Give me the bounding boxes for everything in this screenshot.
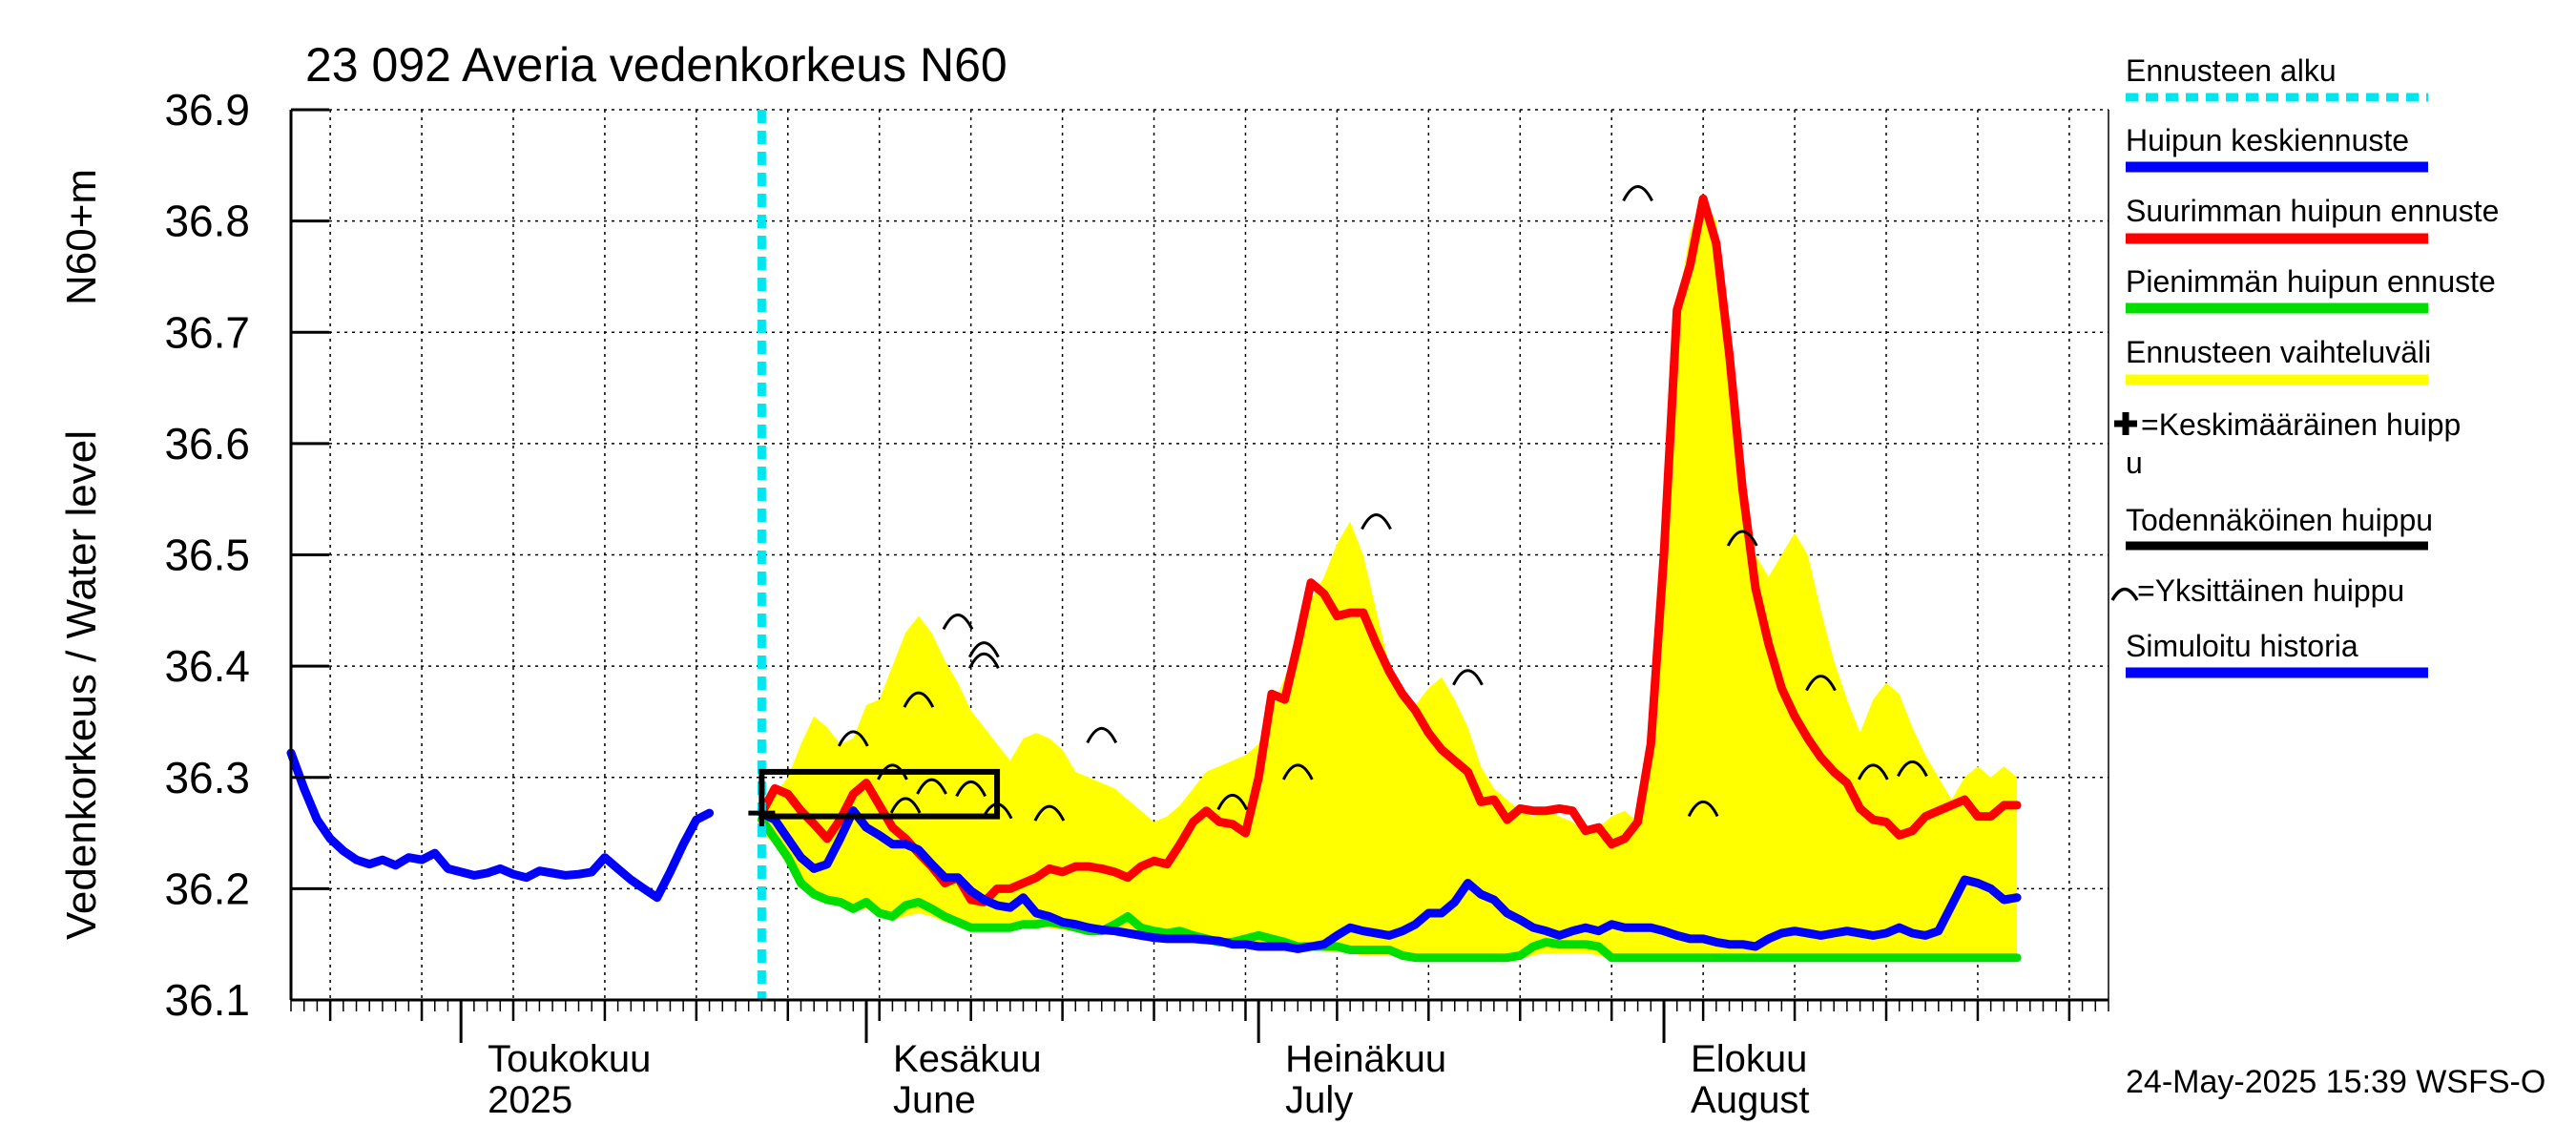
- legend-min-peak-label: Pienimmän huipun ennuste: [2126, 264, 2496, 299]
- single-peak-arc: [1452, 669, 1484, 686]
- min-peak-forecast-line: [757, 815, 2022, 963]
- single-peak-arc: [1216, 793, 1249, 811]
- single-peak-arc: [1857, 763, 1889, 781]
- y-tick-label: 36.3: [164, 753, 250, 802]
- single-peak-arc: [1622, 185, 1653, 202]
- single-peak-arc: [889, 797, 922, 814]
- legend-single-peak-arc-icon: [2110, 587, 2139, 601]
- y-axis-unit: N60+m: [58, 169, 105, 305]
- single-peak-arc: [1361, 513, 1392, 531]
- probable-peak-box: [748, 768, 1001, 827]
- legend-max-peak-label: Suurimman huipun ennuste: [2126, 194, 2499, 228]
- single-peak-arc: [903, 691, 935, 708]
- y-tick-label: 36.8: [164, 197, 250, 246]
- y-tick-labels: 36.1 36.2 36.3 36.4 36.5 36.6 36.7 36.8 36.9: [164, 85, 250, 1025]
- legend-range-label: Ennusteen vaihteluväli: [2126, 335, 2431, 369]
- x-month-label: Elokuu: [1691, 1038, 1807, 1080]
- y-tick-label: 36.9: [164, 85, 250, 135]
- legend-probable-peak-label: Todennäköinen huippu: [2126, 503, 2433, 537]
- single-peak-arc: [968, 652, 1000, 669]
- y-tick-label: 36.2: [164, 864, 250, 913]
- x-month-label-en: June: [893, 1079, 976, 1121]
- legend-forecast-start-label: Ennusteen alku: [2126, 53, 2337, 88]
- x-month-label: Heinäkuu: [1285, 1038, 1446, 1080]
- x-month-label: Toukokuu: [488, 1038, 651, 1080]
- y-tick-label: 36.7: [164, 307, 250, 357]
- single-peak-arc: [1897, 760, 1928, 778]
- simulated-history-line: [286, 748, 715, 903]
- timestamp: 24-May-2025 15:39 WSFS-O: [2126, 1064, 2545, 1100]
- forecast-range-area: [761, 198, 2018, 961]
- y-tick-label: 36.6: [164, 419, 250, 468]
- single-peak-arc: [955, 780, 987, 798]
- single-peak-arc: [1805, 675, 1837, 692]
- legend-mean-peak-label: Huipun keskiennuste: [2126, 123, 2409, 157]
- legend-single-peak-label: =Yksittäinen huippu: [2137, 573, 2404, 608]
- probable-peak-rect: [758, 768, 1001, 820]
- single-peak-arc: [1687, 800, 1719, 818]
- forecast-range-band: [761, 198, 2018, 961]
- legend-avg-peak-label: =Keskimääräinen huipp: [2141, 407, 2461, 442]
- single-peak-arc: [916, 778, 947, 795]
- y-tick-label: 36.4: [164, 641, 250, 691]
- legend-avg-peak-plus-icon: [2114, 412, 2137, 435]
- single-peak-arc: [1281, 763, 1314, 781]
- single-peak-arc: [837, 730, 869, 747]
- legend: Ennusteen alku Huipun keskiennuste Suuri…: [2110, 53, 2499, 678]
- x-month-label-en: July: [1285, 1079, 1353, 1121]
- single-peak-arc: [968, 641, 1000, 658]
- x-month-label: Kesäkuu: [893, 1038, 1042, 1080]
- single-peak-arc: [877, 763, 908, 781]
- chart-title: 23 092 Averia vedenkorkeus N60: [305, 38, 1008, 92]
- single-peak-arc: [1033, 804, 1066, 822]
- y-tick-label: 36.1: [164, 975, 250, 1025]
- mean-peak-forecast-line: [757, 806, 2022, 953]
- y-axis-label: Vedenkorkeus / Water level: [58, 430, 105, 940]
- single-peak-arc: [1726, 530, 1758, 547]
- y-tick-label: 36.5: [164, 531, 250, 580]
- series-lines: [286, 194, 2022, 963]
- x-month-label-en: August: [1691, 1079, 1810, 1121]
- axes: [289, 108, 2109, 1043]
- max-peak-forecast-line: [757, 194, 2022, 906]
- single-peak-arc: [942, 614, 974, 631]
- single-peak-arc: [1086, 726, 1118, 744]
- legend-history-label: Simuloitu historia: [2126, 629, 2358, 663]
- x-month-label-en: 2025: [488, 1079, 572, 1121]
- legend-avg-peak-label-wrap: u: [2126, 446, 2143, 480]
